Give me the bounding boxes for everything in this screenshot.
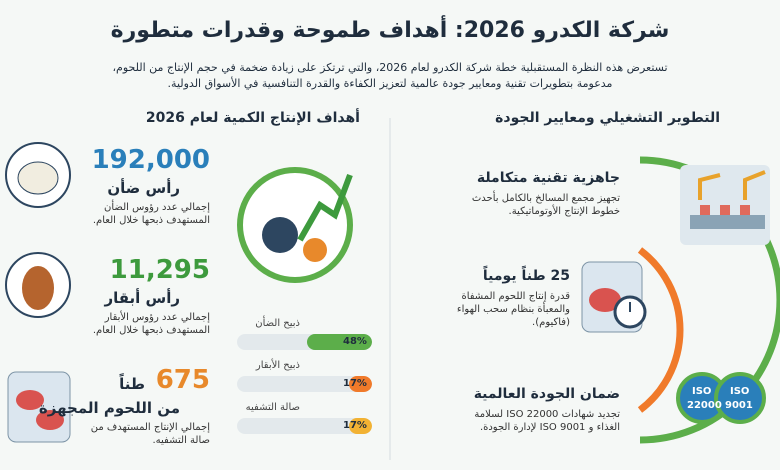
stat-desc: إجمالي عدد رؤوس الضأن المستهدف ذبحها خلا… — [92, 202, 210, 226]
bar-label: ذبيح الأبقار — [255, 360, 300, 371]
badge-text: 9001 — [725, 400, 753, 411]
bar-label: ذبيح الضأن — [255, 318, 300, 329]
bar — [349, 418, 372, 434]
bar-value: 17% — [343, 378, 367, 389]
stat-label: رأس ضأن — [107, 179, 180, 197]
stat-desc: إجمالي الإنتاج المستهدف من صالة التشفيه. — [90, 422, 210, 446]
bar-label: صالة التشفيه — [245, 402, 300, 413]
title: شركة الكدرو 2026: أهداف طموحة وقدرات متط… — [110, 18, 670, 43]
feature-desc: قدرة إنتاج اللحوم المشفاة والمعبأة بنظام… — [456, 291, 570, 328]
bar-value: 48% — [343, 336, 367, 347]
stat-unit: طناً — [119, 375, 145, 393]
badge-text: ISO — [692, 386, 712, 397]
stat-label: رأس أبقار — [104, 289, 180, 307]
stat-number: 675 — [155, 365, 210, 395]
bar-track — [237, 334, 372, 350]
stat-number: 11,295 — [109, 255, 210, 285]
feature-desc: تجهيز مجمع المسالخ بالكامل بأحدث خطوط ال… — [471, 193, 620, 217]
subtitle: مدعومة بتطويرات تقنية ومعايير جودة عالمي… — [167, 77, 613, 90]
badge-text: 22000 — [687, 400, 722, 411]
feature-heading: ضمان الجودة العالمية — [473, 386, 620, 402]
stat-label: من اللحوم المجهزة — [38, 399, 180, 417]
section-title: التطوير التشغيلي ومعايير الجودة — [495, 110, 720, 126]
subtitle: تستعرض هذه النظرة المستقبلية خطة شركة ال… — [112, 61, 668, 74]
feature-heading: جاهزية تقنية متكاملة — [476, 170, 620, 186]
stat-number: 192,000 — [91, 145, 210, 175]
bar-track — [237, 376, 372, 392]
bar — [307, 334, 372, 350]
bar-value: 17% — [343, 420, 367, 431]
section-title: أهداف الإنتاج الكمية لعام 2026 — [145, 110, 360, 126]
badge-text: ISO — [730, 386, 750, 397]
stat-desc: إجمالي عدد رؤوس الأبقار المستهدف ذبحها خ… — [92, 312, 210, 336]
bar — [349, 376, 372, 392]
feature-desc: تجديد شهادات ISO 22000 لسلامة الغذاء و I… — [474, 409, 620, 433]
feature-heading: 25 طناً يومياً — [482, 268, 570, 284]
bar-track — [237, 418, 372, 434]
